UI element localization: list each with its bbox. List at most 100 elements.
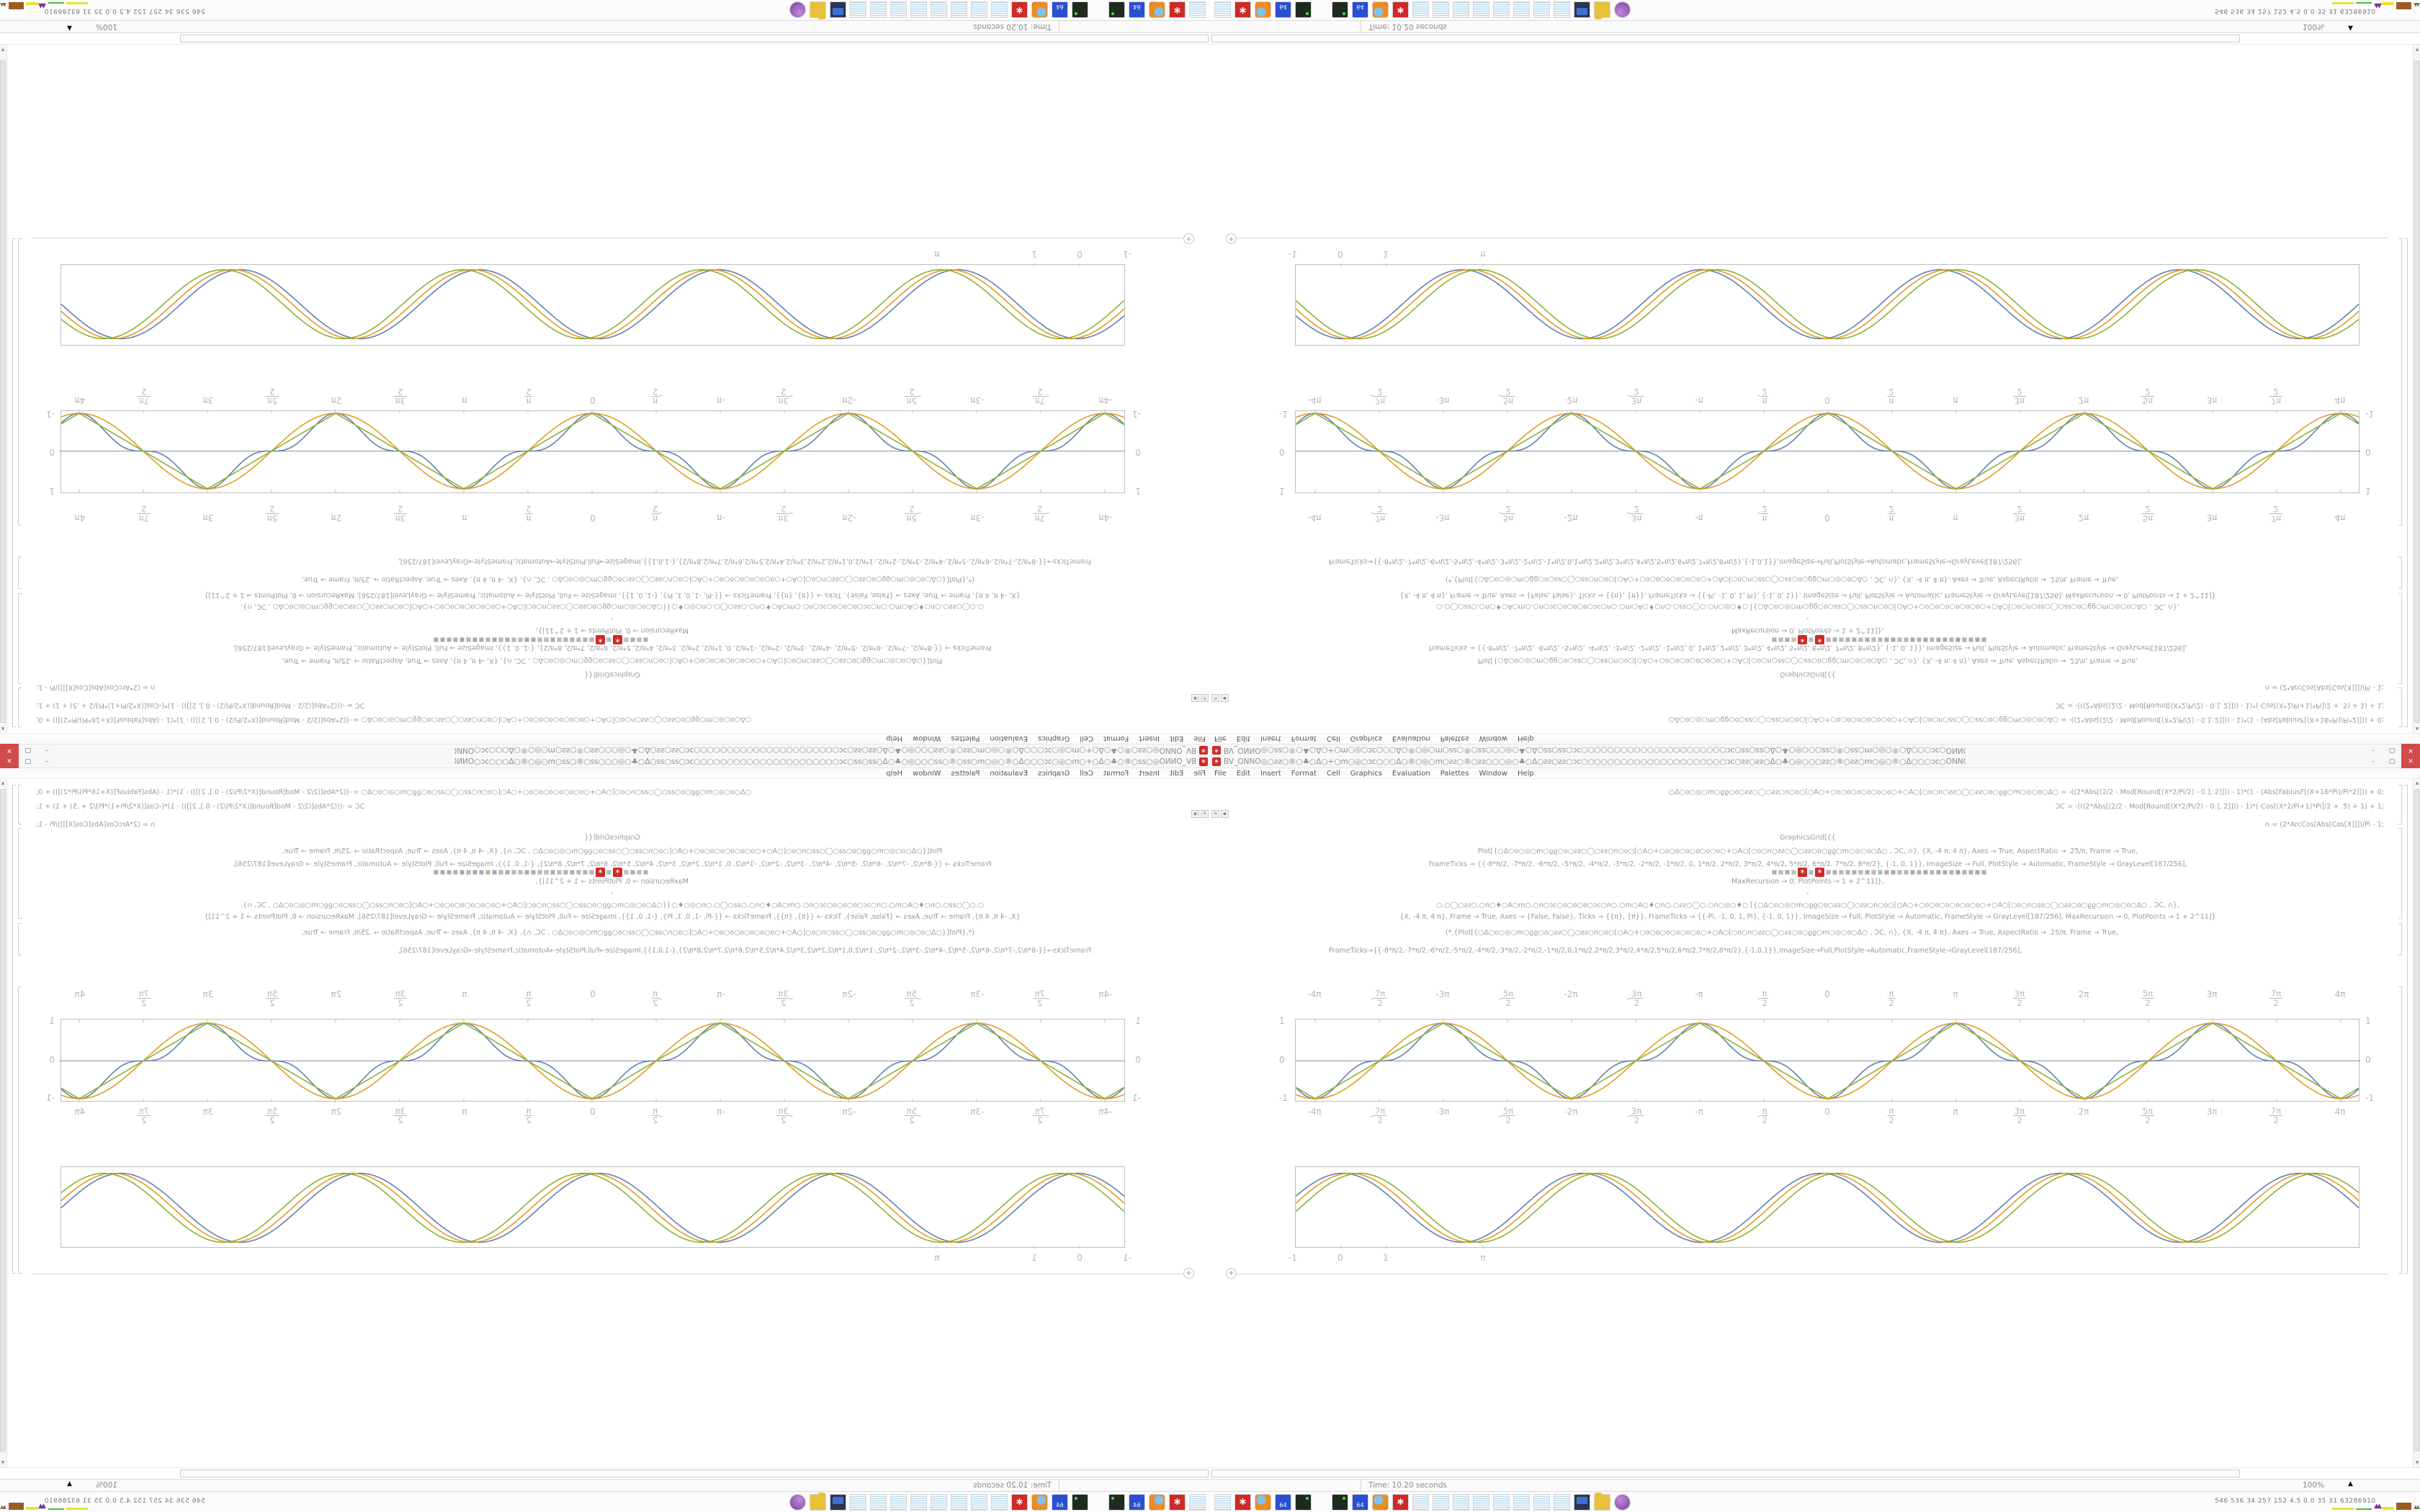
magnification-value[interactable]: 100% bbox=[2303, 1481, 2325, 1490]
menu-help[interactable]: Help bbox=[886, 769, 903, 778]
cell-group-bracket[interactable] bbox=[2404, 785, 2408, 1274]
insert-cell-plus-icon[interactable]: + bbox=[1226, 233, 1237, 244]
close-button[interactable]: ✕ bbox=[2401, 744, 2420, 756]
cell-group-bracket[interactable] bbox=[12, 785, 16, 1274]
menu-format[interactable]: Format bbox=[1103, 769, 1129, 778]
horizontal-scroll-thumb[interactable] bbox=[180, 1470, 1209, 1477]
doc-icon[interactable] bbox=[870, 1494, 887, 1511]
magnification-spinner-icon[interactable]: ▲ bbox=[67, 1480, 72, 1488]
code-comment-line[interactable]: (*,{Plot[{○Δ○o○◎○m○ϱϱ○o○ƨƨ○◯○ƨƨ○n○o○[○A○… bbox=[1446, 929, 2119, 937]
doc-icon[interactable] bbox=[1453, 1, 1469, 18]
horizontal-scroll-thumb[interactable] bbox=[1211, 35, 2240, 42]
maximize-button[interactable]: ▢ bbox=[2388, 758, 2396, 765]
maximize-button[interactable]: ▢ bbox=[2388, 747, 2396, 754]
edge-dock-icon[interactable]: ▪ bbox=[1191, 694, 1199, 702]
doc-icon[interactable] bbox=[850, 1, 866, 18]
edge-close-icon[interactable]: ✕ bbox=[1211, 810, 1219, 818]
doc-icon[interactable] bbox=[951, 1494, 967, 1511]
floppy-icon[interactable]: 64 bbox=[1129, 1494, 1145, 1511]
magnification-value[interactable]: 100% bbox=[95, 1481, 117, 1490]
code-second-plot-head[interactable]: ○.○◯○ƨƨ○.○n○♦○A○m○.○n○ɔc○o○o○o○ɔc○n○.○m○… bbox=[1436, 603, 2179, 611]
code-frameticks[interactable]: FrameTicks → {{-8*π/2, -7*π/2, -6*π/2, -… bbox=[1428, 860, 2187, 868]
close-button[interactable]: ✕ bbox=[0, 744, 19, 756]
horizontal-scrollbar[interactable] bbox=[0, 1467, 1210, 1479]
firefox-icon[interactable] bbox=[1255, 1494, 1271, 1511]
code-line-definition-3[interactable]: ∩ = (2*ArcCos[Abs[Cos[X]]])/Pi - 1; bbox=[2264, 821, 2384, 829]
code-comment-ticks[interactable]: FrameTicks→{{-8*π/2,-7*π/2,-6*π/2,-5*π/2… bbox=[398, 557, 1091, 565]
card-icon[interactable] bbox=[1295, 1, 1312, 18]
card-icon[interactable] bbox=[1332, 1494, 1348, 1511]
doc-icon[interactable] bbox=[1412, 1, 1429, 18]
vertical-scroll-thumb[interactable] bbox=[0, 60, 6, 723]
cell-bracket[interactable] bbox=[2398, 785, 2402, 824]
code-line-definition-1[interactable]: ○Δ○o○◎○m○ϱϱ○o○ƨƨ○◯○ƨƨ○n○o○[○A○+○o○o○o○o○… bbox=[36, 716, 751, 724]
floppy-icon[interactable]: 64 bbox=[1052, 1, 1068, 18]
card-icon[interactable] bbox=[1295, 1494, 1312, 1511]
card-icon[interactable] bbox=[1108, 1494, 1125, 1511]
edge-dock-icon[interactable]: ▪ bbox=[1221, 694, 1229, 702]
card-icon[interactable] bbox=[1108, 1, 1125, 18]
cell-bracket[interactable] bbox=[2398, 557, 2402, 589]
menu-format[interactable]: Format bbox=[1103, 734, 1129, 743]
folder-icon[interactable] bbox=[1594, 1493, 1610, 1511]
horizontal-scrollbar[interactable] bbox=[0, 33, 1210, 45]
floppy-icon[interactable]: 64 bbox=[1275, 1494, 1291, 1511]
insert-cell-plus-icon[interactable]: + bbox=[1183, 233, 1194, 244]
doc-icon[interactable] bbox=[1493, 1, 1510, 18]
menu-file[interactable]: File bbox=[1214, 769, 1227, 778]
firefox-icon[interactable] bbox=[1372, 1, 1389, 18]
magnification-spinner-icon[interactable]: ▲ bbox=[67, 24, 72, 32]
cell-bracket[interactable] bbox=[18, 785, 22, 824]
menu-cell[interactable]: Cell bbox=[1327, 734, 1340, 743]
ball-icon[interactable] bbox=[1614, 1494, 1631, 1511]
menu-palettes[interactable]: Palettes bbox=[1440, 769, 1469, 778]
menu-cell[interactable]: Cell bbox=[1080, 769, 1093, 778]
insert-cell-plus-icon[interactable]: + bbox=[1183, 1268, 1194, 1279]
menu-graphics[interactable]: Graphics bbox=[1038, 734, 1070, 743]
code-comment-ticks[interactable]: FrameTicks→{{-8*π/2,-7*π/2,-6*π/2,-5*π/2… bbox=[1329, 947, 2022, 955]
code-comma[interactable]: , bbox=[611, 616, 614, 624]
cell-bracket[interactable] bbox=[2398, 986, 2402, 1274]
magnification-spinner-icon[interactable]: ▲ bbox=[2348, 24, 2353, 32]
doc-icon[interactable] bbox=[870, 1, 887, 18]
menu-graphics[interactable]: Graphics bbox=[1038, 769, 1070, 778]
doc-icon[interactable] bbox=[1453, 1494, 1469, 1511]
code-second-plot-head[interactable]: ○.○◯○ƨƨ○.○n○♦○A○m○.○n○ɔc○o○o○o○ɔc○n○.○m○… bbox=[241, 603, 984, 611]
code-line-definition-1[interactable]: ○Δ○o○◎○m○ϱϱ○o○ƨƨ○◯○ƨƨ○n○o○[○A○+○o○o○o○o○… bbox=[1669, 788, 2384, 796]
code-maxrecursion[interactable]: MaxRecursion → 0, PlotPoints → 1 + 2^11]… bbox=[1731, 626, 1884, 634]
scroll-up-icon[interactable]: ▲ bbox=[2415, 726, 2419, 732]
menu-help[interactable]: Help bbox=[1517, 769, 1534, 778]
window-titlebar[interactable]: ∗ BV_ONNO◎○ƨƨ○®○♣○Δ○+○m○◎○ɔc○○○Δ○®○◎○m○ƨ… bbox=[0, 756, 1210, 768]
monitor-icon[interactable] bbox=[1574, 1494, 1590, 1511]
doc-icon[interactable] bbox=[910, 1494, 927, 1511]
firefox-icon[interactable] bbox=[1031, 1, 1048, 18]
code-graphicsgrid-open[interactable]: GraphicsGrid[{{ bbox=[584, 670, 640, 678]
vertical-scroll-thumb[interactable] bbox=[0, 789, 6, 1452]
code-comment-line[interactable]: (*,{Plot[{○Δ○o○◎○m○ϱϱ○o○ƨƨ○◯○ƨƨ○n○o○[○A○… bbox=[301, 575, 974, 583]
ball-icon[interactable] bbox=[789, 1, 806, 18]
menu-format[interactable]: Format bbox=[1291, 734, 1317, 743]
doc-icon[interactable] bbox=[971, 1, 987, 18]
menu-window[interactable]: Window bbox=[913, 769, 941, 778]
menu-edit[interactable]: Edit bbox=[1169, 769, 1184, 778]
magnification-value[interactable]: 100% bbox=[2303, 22, 2325, 31]
code-second-plot-head[interactable]: ○.○◯○ƨƨ○.○n○♦○A○m○.○n○ɔc○o○o○o○ɔc○n○.○m○… bbox=[1436, 901, 2179, 909]
folder-icon[interactable] bbox=[1594, 1, 1610, 18]
menu-evaluation[interactable]: Evaluation bbox=[990, 734, 1028, 743]
doc-icon[interactable] bbox=[890, 1, 907, 18]
code-plot-call[interactable]: Plot[{○Δ○o○◎○m○ϱϱ○o○ƨƨ○◯○ƨƨ○n○o○[○A○+○o○… bbox=[1477, 657, 2138, 665]
gear-icon[interactable]: ∗ bbox=[1234, 1, 1251, 18]
minimize-button[interactable]: – bbox=[45, 758, 49, 765]
scroll-down-icon[interactable]: ▼ bbox=[1, 1460, 5, 1465]
firefox-icon[interactable] bbox=[1031, 1494, 1048, 1511]
cell-group-bracket[interactable] bbox=[2404, 238, 2408, 727]
code-comma[interactable]: , bbox=[1806, 616, 1809, 624]
scroll-down-icon[interactable]: ▼ bbox=[2415, 47, 2419, 52]
insert-cell-plus-icon[interactable]: + bbox=[1226, 1268, 1237, 1279]
code-comment-ticks[interactable]: FrameTicks→{{-8*π/2,-7*π/2,-6*π/2,-5*π/2… bbox=[398, 947, 1091, 955]
gear-icon[interactable]: ∗ bbox=[1392, 1, 1409, 18]
menu-palettes[interactable]: Palettes bbox=[951, 769, 980, 778]
code-comment-line[interactable]: (*,{Plot[{○Δ○o○◎○m○ϱϱ○o○ƨƨ○◯○ƨƨ○n○o○[○A○… bbox=[301, 929, 974, 937]
code-second-plot-options[interactable]: {X, -4 π, 4 π}, Frame → True, Axes → {Fa… bbox=[1399, 591, 2216, 599]
code-graphicsgrid-open[interactable]: GraphicsGrid[{{ bbox=[1780, 670, 1836, 678]
